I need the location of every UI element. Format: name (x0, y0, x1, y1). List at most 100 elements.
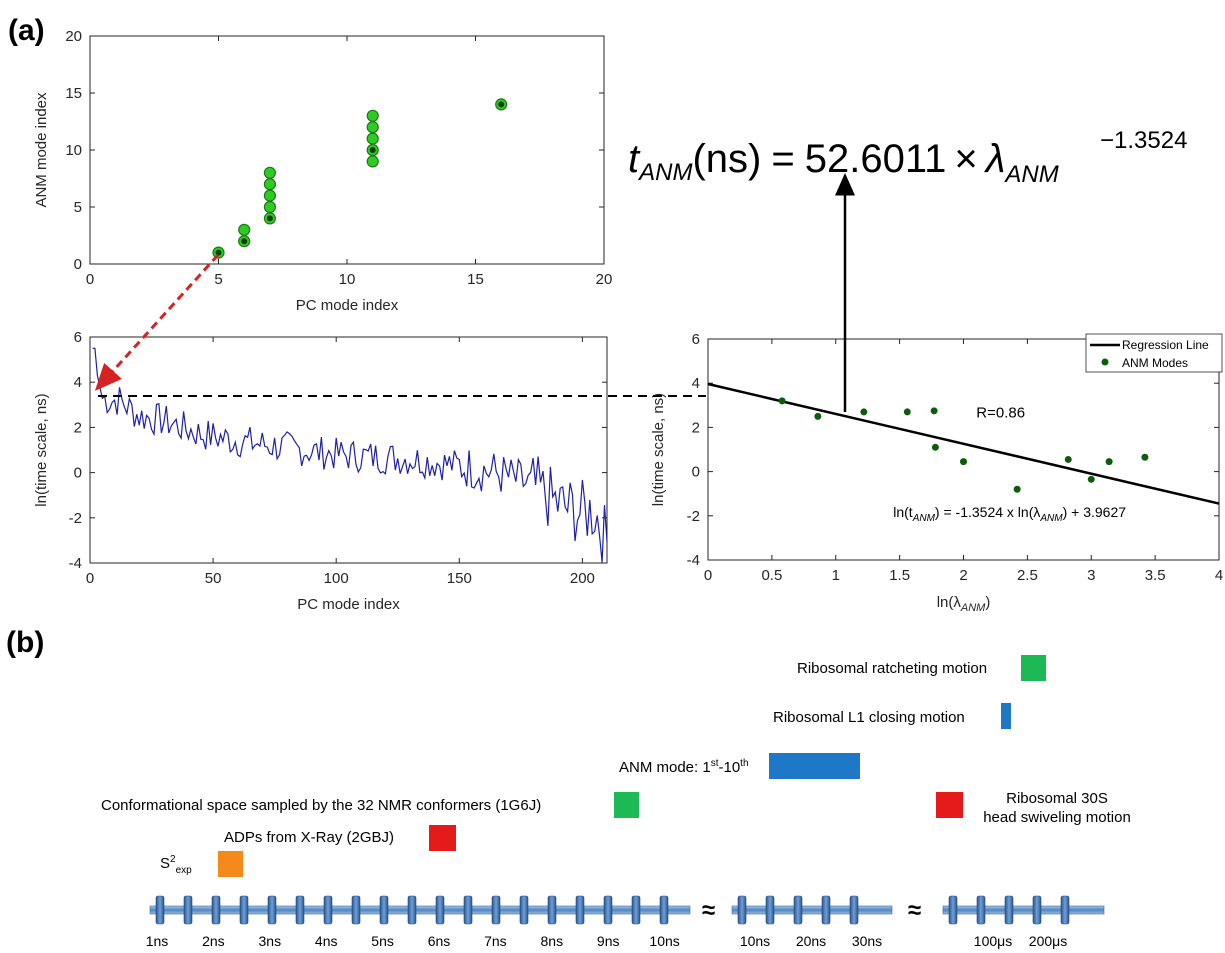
timeline-label-adps: ADPs from X-Ray (2GBJ) (224, 829, 394, 846)
anm-mode-point (1141, 453, 1149, 461)
x-tick-label: 2 (959, 567, 967, 584)
legend-box (1085, 333, 1223, 373)
x-tick-label: 0 (704, 567, 712, 584)
x-tick-label: 3 (1087, 567, 1095, 584)
timeline-rail-2-tick-label: 20ns (796, 933, 826, 949)
data-point-core (266, 215, 273, 222)
data-point (263, 178, 276, 191)
y-tick-label: -4 (687, 552, 700, 569)
data-point-core (369, 147, 376, 153)
x-tick-label: 0 (86, 271, 94, 288)
timeline-rail-1-block (211, 895, 221, 925)
anm-mode-point (903, 408, 911, 416)
legend-marker-swatch (1101, 358, 1109, 366)
timeline-rail-1-tick-label: 9ns (597, 933, 620, 949)
timeline-rail-1-block (631, 895, 641, 925)
timeline-label-30s-head-line2: head swiveling motion (983, 809, 1131, 826)
timeline-rail-2-block (737, 895, 747, 925)
timeline-rail-3-block (1060, 895, 1070, 925)
x-tick-label: 1.5 (889, 567, 910, 584)
timeline-rail-1-block (519, 895, 529, 925)
y-tick-label: 0 (692, 464, 700, 481)
x-axis-label: ln(λANM) (937, 594, 991, 614)
y-tick-label: 15 (65, 85, 82, 102)
y-tick-label: 0 (74, 465, 82, 482)
anm-mode-point (960, 458, 967, 466)
x-tick-label: 5 (214, 271, 222, 288)
x-tick-label: 10 (339, 271, 356, 288)
y-tick-label: 2 (692, 419, 700, 436)
timeline-rail-3-block (976, 895, 986, 925)
timeline-rail-1-block (267, 895, 277, 925)
red-dashed-arrow (94, 253, 220, 391)
timeline-bar-l1-closing (1001, 703, 1011, 729)
timeline-label-l1-closing: Ribosomal L1 closing motion (773, 709, 965, 726)
timeline-bar-adps (429, 825, 456, 851)
x-tick-label: 15 (467, 271, 484, 288)
y-tick-label: -4 (69, 555, 82, 572)
timeline-rail-1-block (603, 895, 613, 925)
timeline-rail-1-tick-label: 1ns (146, 933, 169, 949)
y-tick-label: 10 (65, 142, 82, 159)
timeline-rail-1-block (659, 895, 669, 925)
timeline-rail-1-tick-label: 2ns (202, 933, 225, 949)
anm-mode-point (860, 408, 868, 416)
timeline-rail-3-tick-label: 200μs (1029, 933, 1067, 949)
y-tick-label: 2 (74, 419, 82, 436)
y-tick-label: -2 (687, 508, 700, 525)
data-point (263, 200, 276, 214)
anm-mode-point (1087, 475, 1095, 483)
scatter-chart-pc-vs-anm: 0 5 10 15 20 0 5 10 15 20 PC mode index ANM mode in… (33, 28, 612, 314)
timeline-bar-ratcheting (1021, 655, 1046, 681)
timeline-rail-1-block (547, 895, 557, 925)
timeline-break-1: ≈ (702, 897, 715, 924)
y-tick-label: -2 (69, 510, 82, 527)
y-axis-label: ANM mode index (33, 92, 50, 208)
x-tick-label: 100 (324, 570, 349, 587)
timeline-bar-nmr (614, 792, 639, 818)
anm-mode-point (1013, 485, 1021, 493)
timeline-rail-1-block (379, 895, 389, 925)
anm-mode-point (1064, 455, 1072, 463)
timeline-rail-1-block (239, 895, 249, 925)
x-tick-label: 2.5 (1017, 567, 1038, 584)
timeline-rail-1-tick-label: 5ns (371, 933, 394, 949)
regression-chart: 0 0.5 1 1.5 2 2.5 3 3.5 4 -4 -2 0 2 4 6 ln(λANM) ln(time… (650, 331, 1223, 614)
timeline-rail-1-block (323, 895, 333, 925)
timeline-rail-1-block (407, 895, 417, 925)
timeline-rail-1-tick-label: 3ns (259, 933, 282, 949)
legend-label-regression: Regression Line (1122, 338, 1209, 352)
regression-line (707, 382, 1220, 505)
r-value-label: R=0.86 (976, 405, 1025, 422)
timeline-label-30s-head: Ribosomal 30S (1006, 790, 1108, 807)
x-tick-label: 200 (570, 570, 595, 587)
timeline-rails: 1ns 2ns 3ns 4ns 5ns 6ns 7ns 8ns 9ns 10ns 10ns 20ns 3… (146, 895, 1105, 949)
anm-mode-point (931, 443, 939, 451)
x-tick-label: 20 (596, 271, 613, 288)
x-tick-label: 50 (205, 570, 222, 587)
timeline-bar-30s-head (936, 792, 963, 818)
timeline-rail-1-tick-label: 6ns (428, 933, 451, 949)
x-tick-label: 150 (447, 570, 472, 587)
regression-equation: ln(tANM) = -1.3524 x ln(λANM) + 3.9627 (893, 504, 1126, 524)
timeline-rail-1-tick-label: 7ns (484, 933, 507, 949)
data-point (263, 166, 276, 179)
timeline-rail-1-block (351, 895, 361, 925)
timeline-rail-1-block (155, 895, 165, 925)
y-axis-label: ln(time scale, ns) (33, 393, 50, 506)
timeline-rail-2-bar (731, 905, 893, 915)
timeline-rail-2-tick-label: 10ns (740, 933, 770, 949)
timeline-label-s2exp: S2exp (160, 854, 192, 876)
y-tick-label: 4 (74, 374, 82, 391)
anm-mode-point (778, 397, 786, 405)
data-point (238, 223, 251, 236)
timeline-rail-3-block (1032, 895, 1042, 925)
timeline-rail-1-block (575, 895, 585, 925)
timeline-rail-2-block (793, 895, 803, 925)
line-chart-timescale: 0 50 100 150 200 -4 -2 0 2 4 6 PC mode index ln(time… (33, 329, 608, 613)
timeline-rail-1-block (183, 895, 193, 925)
timeline-rail-3-block (1004, 895, 1014, 925)
panel-label-b: (b) (6, 626, 44, 659)
data-point (366, 155, 379, 168)
